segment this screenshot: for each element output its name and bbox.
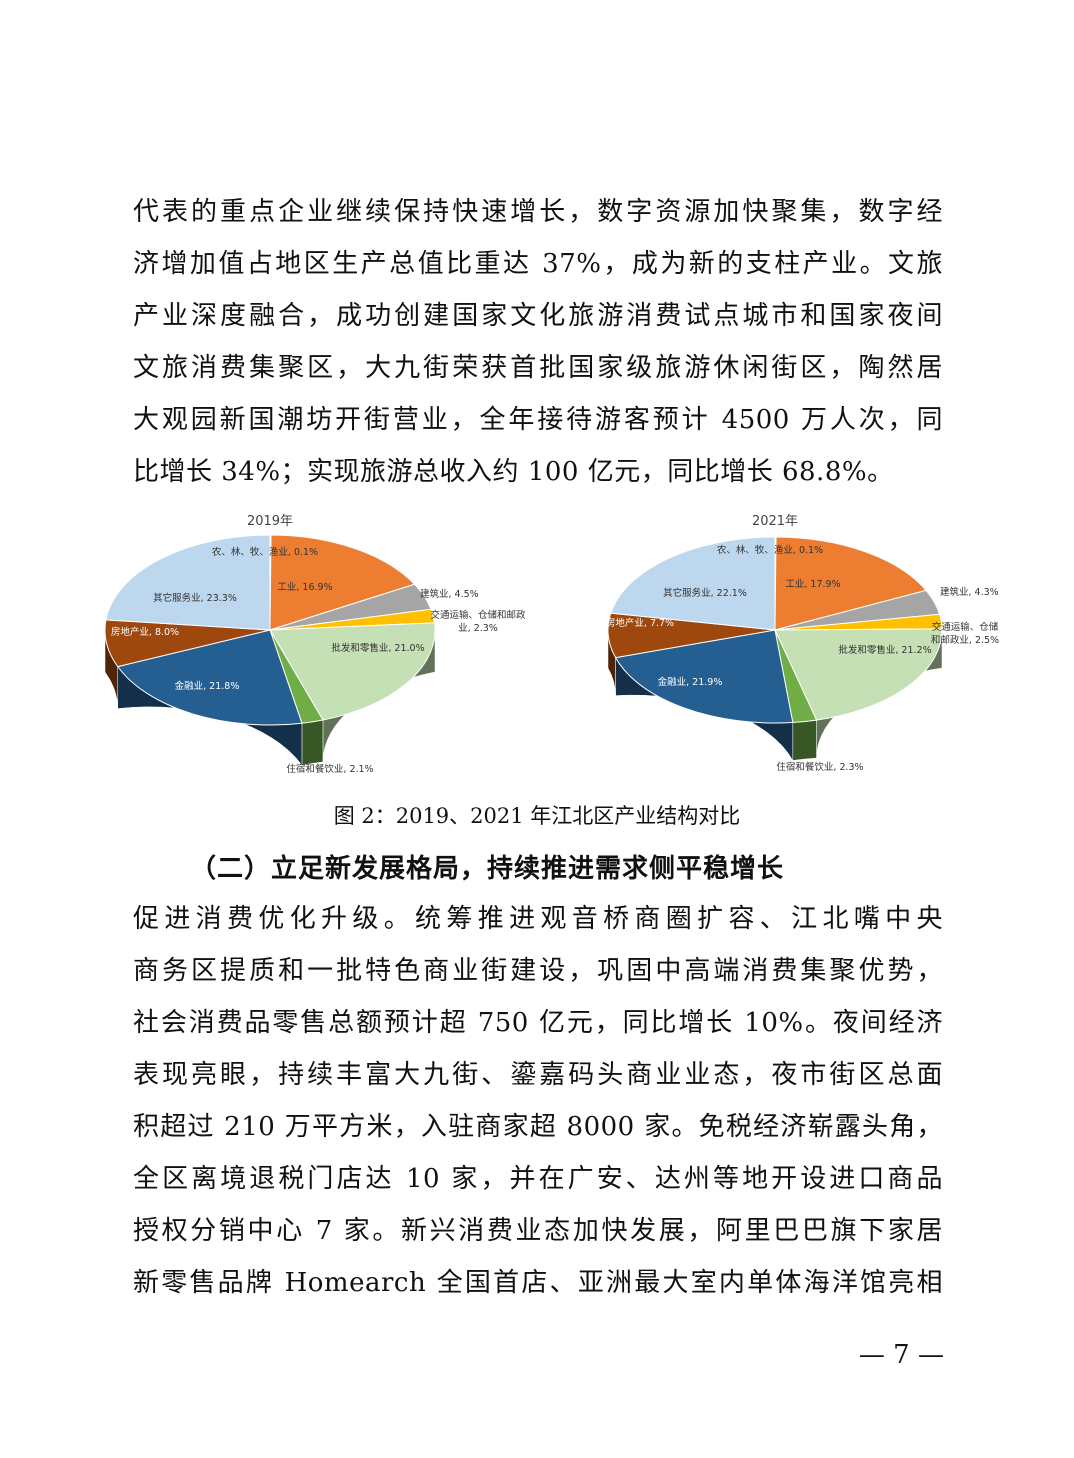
slice-label: 建筑业, 4.5% xyxy=(420,588,479,600)
section-heading: （二）立足新发展格局，持续推进需求侧平稳增长 xyxy=(190,854,785,884)
text-line: 商务区提质和一批特色商业街建设，巩固中高端消费集聚优势， xyxy=(133,956,943,986)
slice-label: 农、林、牧、渔业, 0.1% xyxy=(212,546,318,558)
text-line: 社会消费品零售总额预计超 750 亿元，同比增长 10%。夜间经济 xyxy=(133,1008,943,1038)
pie-slice-1 xyxy=(774,536,928,631)
slice-label: 其它服务业, 23.3% xyxy=(153,592,237,604)
text-line: 济增加值占地区生产总值比重达 37%，成为新的支柱产业。文旅 xyxy=(133,249,943,279)
slice-label: 工业, 17.9% xyxy=(785,579,840,590)
slice-label-cont: 和邮政业, 2.5% xyxy=(931,634,999,646)
pie-slice-4 xyxy=(269,622,436,721)
slice-label: 住宿和餐饮业, 2.1% xyxy=(286,763,373,775)
figure-caption: 图 2：2019、2021 年江北区产业结构对比 xyxy=(333,804,741,828)
slice-label: 其它服务业, 22.1% xyxy=(663,587,747,599)
slice-label: 房地产业, 7.7% xyxy=(606,617,674,629)
slice-label: 金融业, 21.9% xyxy=(658,676,723,688)
pie-slice-4 xyxy=(774,628,943,721)
page-number: — 7 — xyxy=(858,1340,944,1370)
slice-label: 工业, 16.9% xyxy=(277,582,332,593)
slice-label: 农、林、牧、渔业, 0.1% xyxy=(717,544,823,556)
slice-label: 交通运输、仓储和邮政 xyxy=(430,609,526,621)
text-line: 代表的重点企业继续保持快速增长，数字资源加快聚集，数字经 xyxy=(133,197,943,227)
slice-label: 批发和零售业, 21.2% xyxy=(838,644,931,656)
chart-title: 2021年 xyxy=(752,514,798,529)
text-line: 产业深度融合，成功创建国家文化旅游消费试点城市和国家夜间 xyxy=(133,301,943,331)
slice-label-cont: 业, 2.3% xyxy=(458,623,498,634)
text-line: 文旅消费集聚区，大九街荣获首批国家级旅游休闲街区，陶然居 xyxy=(133,353,943,383)
slice-label: 金融业, 21.8% xyxy=(175,680,240,692)
text-line: 比增长 34%；实现旅游总收入约 100 亿元，同比增长 68.8%。 xyxy=(133,457,894,487)
slice-label: 房地产业, 8.0% xyxy=(111,626,179,638)
pie-side-5 xyxy=(301,719,324,766)
slice-label: 交通运输、仓储 xyxy=(932,621,999,633)
chart-title: 2019年 xyxy=(247,514,293,529)
pie-side-5 xyxy=(792,719,817,761)
slice-label: 批发和零售业, 21.0% xyxy=(331,642,424,654)
pie-slice-8 xyxy=(610,536,776,631)
text-line: 授权分销中心 7 家。新兴消费业态加快发展，阿里巴巴旗下家居 xyxy=(133,1216,943,1246)
pie-slice-6 xyxy=(116,629,303,726)
text-line: 全区离境退税门店达 10 家，并在广安、达州等地开设进口商品 xyxy=(133,1164,943,1194)
slice-label: 住宿和餐饮业, 2.3% xyxy=(776,761,863,773)
pie-slice-8 xyxy=(105,534,271,631)
text-line: 表现亮眼，持续丰富大九街、鎏嘉码头商业业态，夜市街区总面 xyxy=(133,1060,943,1090)
text-line: 新零售品牌 Homearch 全国首店、亚洲最大室内单体海洋馆亮相 xyxy=(133,1268,943,1298)
text-line: 大观园新国潮坊开街营业，全年接待游客预计 4500 万人次，同 xyxy=(133,405,943,435)
text-line: 积超过 210 万平方米，入驻商家超 8000 家。免税经济崭露头角， xyxy=(133,1112,943,1142)
text-line: 促进消费优化升级。统筹推进观音桥商圈扩容、江北嘴中央 xyxy=(133,904,943,934)
slice-label: 建筑业, 4.3% xyxy=(940,586,999,598)
pie-slice-1 xyxy=(269,534,416,631)
pie-slice-6 xyxy=(614,629,794,724)
